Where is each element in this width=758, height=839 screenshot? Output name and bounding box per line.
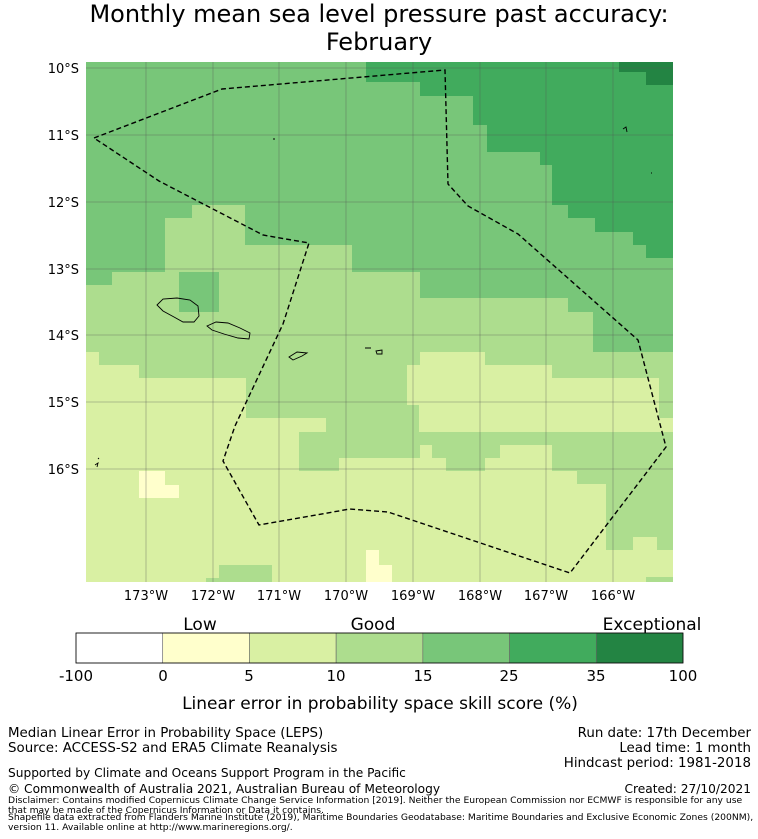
cell-verygood-west: [86, 232, 165, 285]
lon-label: 171°W: [257, 589, 301, 604]
cell-fair-east: [407, 352, 673, 432]
colorbar-box: [249, 632, 337, 664]
island-savaii: [156, 297, 200, 323]
lat-label: 13°S: [48, 263, 79, 278]
colorbar-tick: 35: [586, 667, 605, 685]
colorbar-label: Linear error in probability space skill …: [182, 694, 578, 714]
footer-created: Created: 27/10/2021: [624, 782, 751, 796]
colorbar-box: [162, 632, 250, 664]
footer-lead-time: Lead time: 1 month: [619, 741, 751, 756]
cell-excellent-ne: [366, 62, 673, 258]
colorbar-ticks: -100 0 5 10 15 25 35 100: [59, 667, 697, 685]
island-swains: [273, 126, 652, 174]
graticule: [86, 62, 673, 582]
footer-source: Source: ACCESS-S2 and ERA5 Climate Reana…: [8, 741, 338, 756]
lon-label: 173°W: [124, 589, 168, 604]
colorbar-box: [422, 632, 510, 664]
island-upolu: [206, 321, 251, 340]
shapefile-line-2: version 11. Available online at http://w…: [8, 822, 293, 833]
category-good: Good: [351, 615, 396, 635]
island-tutuila: [288, 351, 309, 361]
skill-field: [86, 62, 673, 582]
lat-label: 10°S: [48, 62, 79, 77]
cell-good-south: [206, 524, 673, 582]
footer-hindcast: Hindcast period: 1981-2018: [563, 756, 751, 771]
shapefile-line-1: Shapefile data extracted from Flanders M…: [8, 812, 754, 823]
lon-axis: 173°W 172°W 171°W 170°W 169°W 168°W 167°…: [124, 589, 635, 604]
category-low: Low: [183, 615, 217, 635]
lat-label: 15°S: [48, 396, 79, 411]
islands: [94, 126, 652, 468]
island-west: [94, 457, 100, 468]
lat-label: 14°S: [48, 329, 79, 344]
category-exceptional: Exceptional: [603, 615, 702, 635]
colorbar-box: [75, 632, 164, 664]
lat-axis: 10°S 11°S 12°S 13°S 14°S 15°S 16°S: [48, 62, 79, 478]
cell-low-2: [366, 550, 392, 582]
colorbar-tick: 0: [158, 667, 168, 685]
colorbar-box: [335, 632, 424, 664]
island-aunuu: [365, 347, 383, 355]
chart-title: Monthly mean sea level pressure past acc…: [0, 0, 758, 56]
skill-map: 10°S 11°S 12°S 13°S 14°S 15°S 16°S 173°W…: [48, 62, 673, 604]
lat-label: 16°S: [48, 463, 79, 478]
colorbar-tick: 15: [413, 667, 432, 685]
colorbar-box: [509, 632, 597, 664]
lat-label: 12°S: [48, 196, 79, 211]
lon-label: 167°W: [524, 589, 568, 604]
colorbar-tick: 100: [669, 667, 698, 685]
cell-low-1: [139, 471, 179, 498]
lon-label: 172°W: [191, 589, 235, 604]
eez-boundary: [92, 69, 667, 574]
colorbar-tick: -100: [59, 667, 93, 685]
colorbar-tick: 25: [499, 667, 518, 685]
colorbar-boxes: [75, 632, 684, 664]
cell-verygood-islet: [179, 272, 219, 312]
colorbar-categories: Low Good Exceptional: [183, 615, 701, 635]
colorbar-tick: 10: [326, 667, 345, 685]
colorbar-tick: 5: [244, 667, 254, 685]
lon-label: 166°W: [591, 589, 635, 604]
footer-run-date: Run date: 17th December: [577, 726, 751, 741]
colorbar-frame: [75, 632, 684, 664]
colorbar-box: [595, 632, 684, 664]
disclaimer-line-2: that may be made of the Copernicus Infor…: [8, 805, 324, 816]
cell-fair-south: [86, 352, 673, 582]
colorbar: Low Good Exceptional -100 0 5 10 15 25 3…: [59, 615, 701, 714]
footer-copyright: © Commonwealth of Australia 2021, Austra…: [8, 782, 441, 796]
footer-leps: Median Linear Error in Probability Space…: [8, 726, 324, 741]
lat-label: 11°S: [48, 129, 79, 144]
disclaimer-line-1: Disclaimer: Contains modified Copernicus…: [8, 795, 743, 806]
title-line-2: February: [325, 28, 433, 56]
lon-label: 170°W: [324, 589, 368, 604]
cell-good-southeast: [646, 577, 673, 582]
footer-supported: Supported by Climate and Oceans Support …: [8, 766, 406, 780]
lon-label: 168°W: [458, 589, 502, 604]
title-line-1: Monthly mean sea level pressure past acc…: [89, 0, 669, 28]
lon-label: 169°W: [391, 589, 435, 604]
cell-exceptional-ne: [619, 62, 673, 85]
